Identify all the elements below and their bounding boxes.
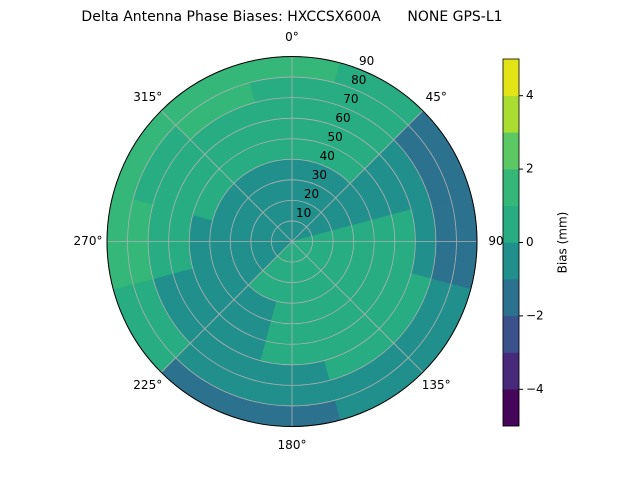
r-tick-label: 60: [335, 111, 350, 125]
colorbar-bin: [502, 58, 520, 96]
theta-tick-label: 45°: [426, 90, 447, 104]
grid-spoke: [291, 241, 424, 373]
theta-tick-label: 0°: [285, 30, 299, 44]
colorbar-tick-label: 0: [526, 235, 534, 249]
theta-tick-label: 270°: [74, 234, 103, 248]
colorbar-bin: [502, 242, 520, 280]
theta-tick-label: 180°: [278, 438, 307, 452]
colorbar-bin: [502, 132, 520, 170]
colorbar-tick-label: −4: [526, 382, 544, 396]
colorbar-label: Bias (mm): [556, 212, 570, 274]
r-tick-label: 10: [296, 206, 311, 220]
theta-tick-label: 315°: [133, 90, 162, 104]
colorbar-tick-label: −2: [526, 308, 544, 322]
colorbar-bin: [502, 278, 520, 317]
colorbar-bin: [502, 315, 520, 353]
r-tick-label: 70: [343, 92, 358, 106]
r-tick-label: 90: [359, 54, 374, 68]
grid-spoke: [160, 110, 293, 242]
colorbar-tick-label: 4: [526, 88, 534, 102]
colorbar: −4 −2 0 2 4 Bias (mm): [502, 58, 570, 427]
colorbar-bin: [502, 389, 520, 427]
theta-tick-label: 90: [488, 234, 503, 248]
theta-tick-label: 225°: [133, 378, 162, 392]
grid-spoke: [291, 110, 424, 242]
r-tick-label: 50: [328, 130, 343, 144]
polar-plot: 10 20 30 40 50 60 70 80 90 0° 45° 90 135° 180° 225° 270…: [74, 30, 504, 452]
theta-tick-label: 135°: [422, 378, 451, 392]
chart-title: Delta Antenna Phase Biases: HXCCSX600A N…: [81, 9, 502, 25]
polar-frame: [106, 56, 478, 427]
r-tick-label: 40: [320, 149, 335, 163]
colorbar-bin: [502, 352, 520, 390]
colorbar-bin: [502, 95, 520, 133]
r-tick-label: 30: [312, 168, 327, 182]
r-tick-label: 20: [304, 187, 319, 201]
grid-spoke: [160, 241, 293, 373]
colorbar-tick-label: 2: [526, 162, 534, 176]
colorbar-bin: [502, 168, 520, 207]
colorbar-bin: [502, 205, 520, 243]
r-tick-label: 80: [351, 73, 366, 87]
